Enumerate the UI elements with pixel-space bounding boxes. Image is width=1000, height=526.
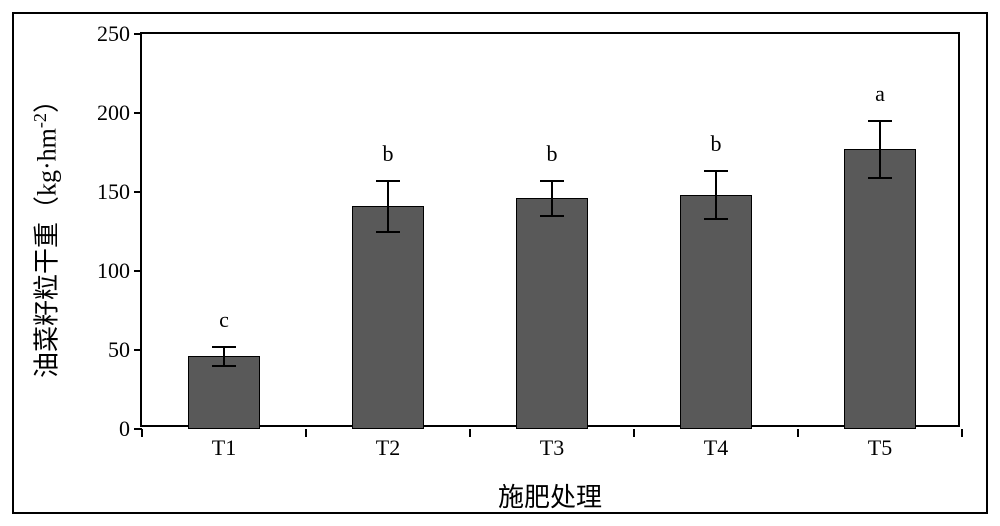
errorbar-cap	[540, 180, 564, 182]
errorbar-cap	[212, 365, 236, 367]
x-tick-mark	[141, 429, 143, 437]
y-tick-mark	[134, 270, 142, 272]
bar	[352, 206, 424, 429]
errorbar-cap	[868, 120, 892, 122]
errorbar-cap	[704, 170, 728, 172]
y-axis-title-tail: ）	[33, 86, 62, 112]
bar	[680, 195, 752, 429]
errorbar-cap	[376, 231, 400, 233]
errorbar-cap	[376, 180, 400, 182]
x-tick-mark	[797, 429, 799, 437]
x-tick-mark	[305, 429, 307, 437]
significance-label: b	[711, 131, 722, 157]
x-tick-mark	[469, 429, 471, 437]
errorbar-line	[715, 171, 717, 218]
x-tick-mark	[633, 429, 635, 437]
bar	[188, 356, 260, 429]
x-axis-title: 施肥处理	[140, 477, 960, 514]
bar	[844, 149, 916, 429]
significance-label: a	[875, 81, 885, 107]
x-tick-label: T2	[376, 425, 400, 461]
x-tick-label: T3	[540, 425, 564, 461]
significance-label: b	[383, 141, 394, 167]
y-axis-title: 油菜籽粒干重（kg·hm-2）	[27, 32, 64, 432]
significance-label: c	[219, 307, 229, 333]
y-tick-mark	[134, 112, 142, 114]
x-tick-mark	[961, 429, 963, 437]
y-tick-mark	[134, 349, 142, 351]
errorbar-line	[387, 181, 389, 232]
errorbar-line	[879, 121, 881, 178]
errorbar-cap	[212, 346, 236, 348]
significance-label: b	[547, 141, 558, 167]
x-tick-label: T5	[868, 425, 892, 461]
x-tick-label: T1	[212, 425, 236, 461]
y-axis-title-sup: -2	[30, 112, 50, 127]
errorbar-cap	[540, 215, 564, 217]
errorbar-cap	[868, 177, 892, 179]
y-tick-mark	[134, 33, 142, 35]
plot-area: 050100150200250cT1bT2bT3bT4aT5	[140, 32, 960, 427]
y-tick-mark	[134, 191, 142, 193]
bar	[516, 198, 588, 429]
errorbar-line	[551, 181, 553, 216]
errorbar-cap	[704, 218, 728, 220]
errorbar-line	[223, 347, 225, 366]
y-axis-title-main: 油菜籽粒干重（kg·hm	[33, 128, 62, 378]
x-tick-label: T4	[704, 425, 728, 461]
